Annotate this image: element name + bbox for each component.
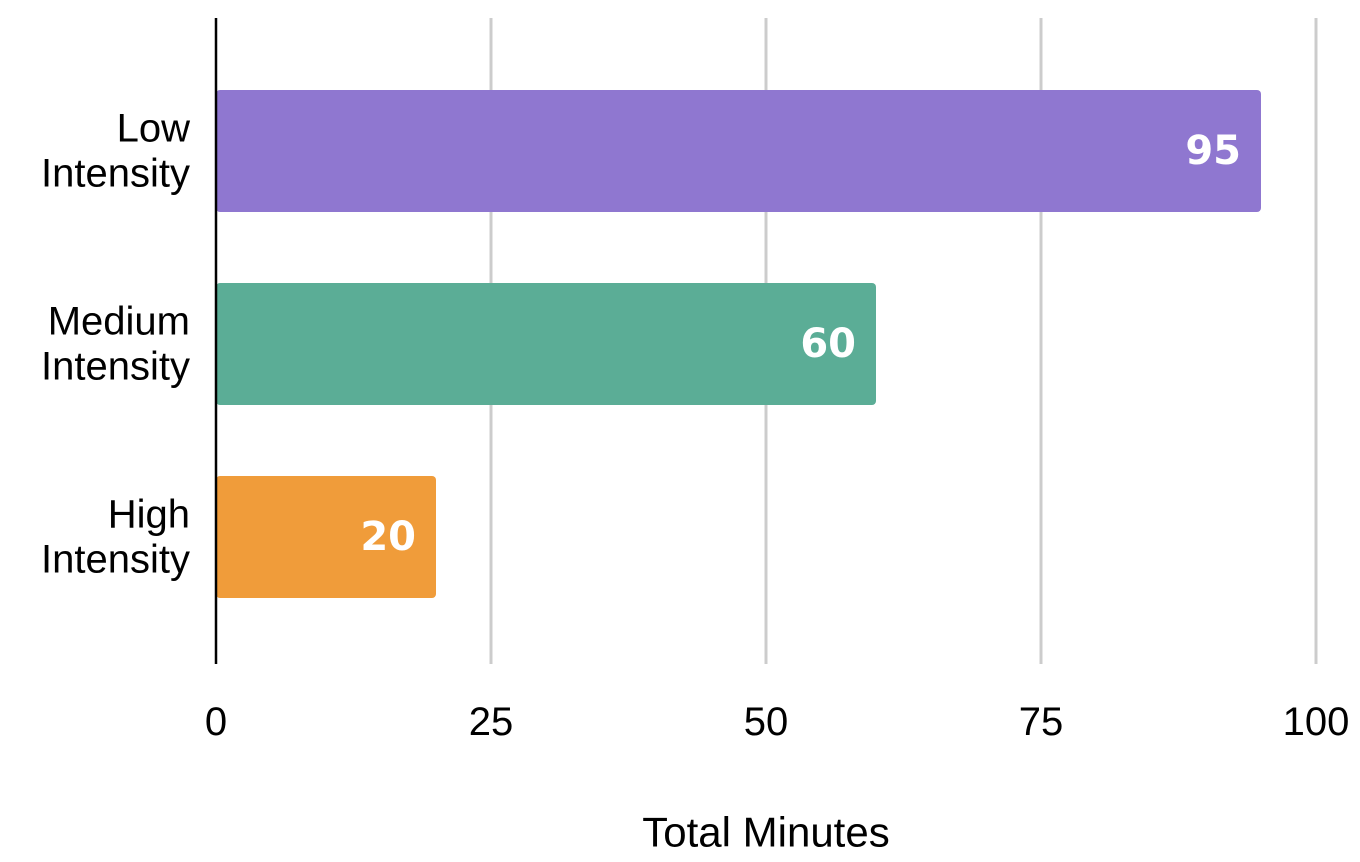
x-tick-label-0: 0: [205, 700, 227, 744]
category-label-medium-intensity: Medium Intensity: [41, 300, 190, 389]
x-axis-title: Total Minutes: [642, 809, 889, 856]
x-tick-labels: 0 25 50 75 100: [205, 700, 1350, 744]
bars: 95 60 20: [216, 90, 1261, 598]
category-label-high-intensity: High Intensity: [41, 493, 190, 582]
data-label-low-intensity: 95: [1185, 128, 1241, 174]
category-label-low-intensity: Low Intensity: [41, 107, 190, 196]
category-label-line: Low: [117, 107, 190, 151]
bar-high-intensity: [216, 476, 436, 598]
category-label-line: Intensity: [41, 152, 190, 196]
x-tick-label-50: 50: [744, 700, 789, 744]
data-label-medium-intensity: 60: [800, 321, 856, 367]
x-tick-label-100: 100: [1283, 700, 1350, 744]
data-label-high-intensity: 20: [360, 514, 416, 560]
category-label-line: Intensity: [41, 345, 190, 389]
x-tick-label-25: 25: [469, 700, 514, 744]
category-label-line: High: [108, 493, 190, 537]
category-label-line: Medium: [48, 300, 190, 344]
x-tick-label-75: 75: [1019, 700, 1064, 744]
bar-low-intensity: [216, 90, 1261, 212]
bar-medium-intensity: [216, 283, 876, 405]
category-label-line: Intensity: [41, 538, 190, 582]
